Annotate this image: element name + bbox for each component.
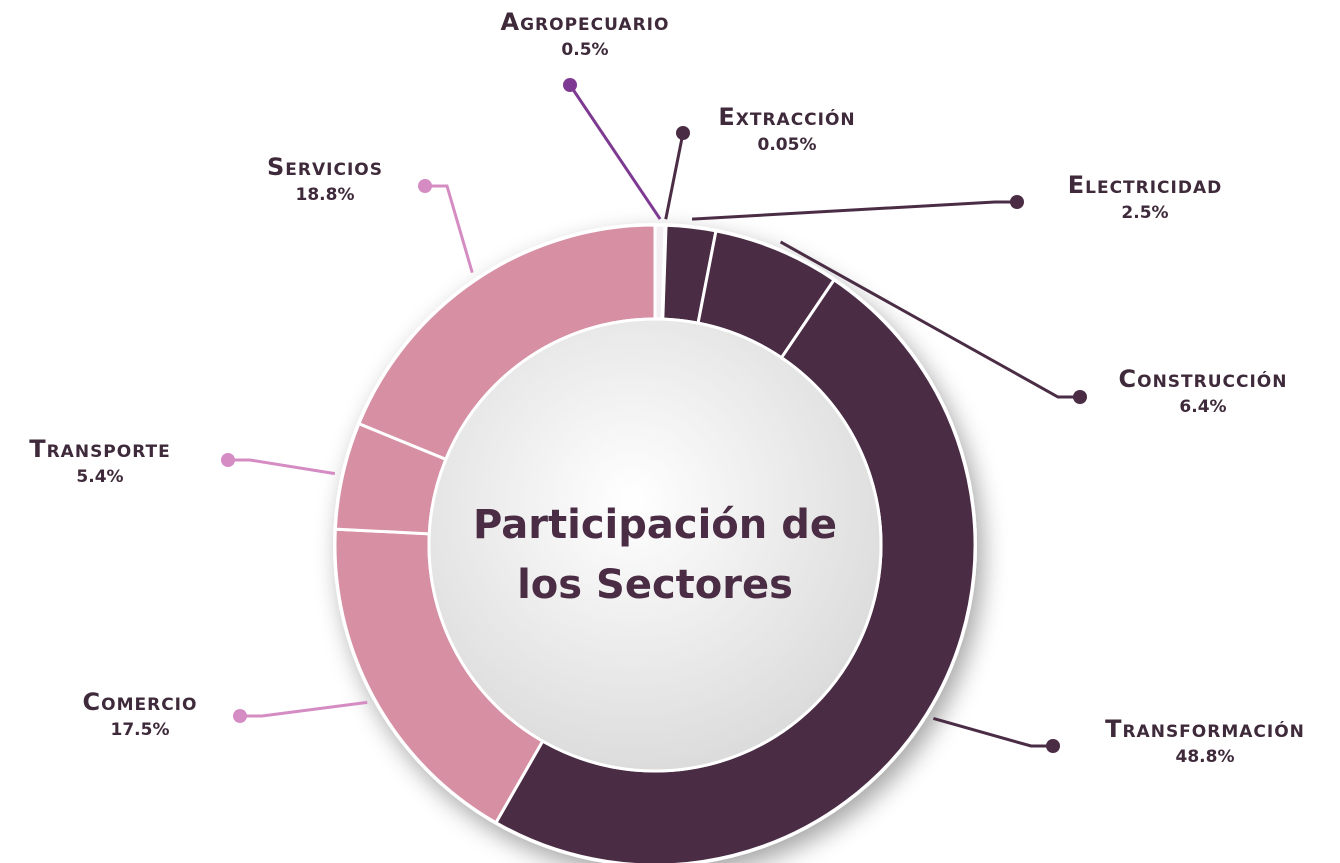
value-label: 2.5% xyxy=(1121,203,1168,223)
category-label: Transformación xyxy=(1105,715,1305,743)
leader-dot xyxy=(418,179,432,193)
value-label: 18.8% xyxy=(296,185,355,205)
leader-dot xyxy=(676,126,690,140)
category-label: Agropecuario xyxy=(501,8,670,36)
leader-line xyxy=(240,700,368,718)
leader-line xyxy=(568,84,662,220)
value-label: 0.05% xyxy=(758,135,817,155)
leader-line xyxy=(425,184,474,274)
value-label: 6.4% xyxy=(1179,397,1226,417)
leader-line xyxy=(779,240,1080,399)
category-label: Transporte xyxy=(29,435,171,463)
category-label: Electricidad xyxy=(1068,171,1223,199)
category-label: Servicios xyxy=(267,153,383,181)
leader-dot xyxy=(1073,390,1087,404)
leader-line xyxy=(228,458,336,476)
value-label: 0.5% xyxy=(561,40,608,60)
chart-title: Participación de los Sectores xyxy=(473,502,837,608)
leader-dot xyxy=(1010,195,1024,209)
value-label: 17.5% xyxy=(111,720,170,740)
leader-line xyxy=(691,200,1017,221)
donut-hole xyxy=(427,317,883,773)
category-label: Comercio xyxy=(83,688,198,716)
leader-dot xyxy=(221,453,235,467)
leader-dot xyxy=(563,78,577,92)
leader-dot xyxy=(1046,739,1060,753)
category-label: Construcción xyxy=(1119,365,1288,393)
leader-line xyxy=(664,132,685,220)
leader-line xyxy=(932,716,1053,748)
category-label: Extracción xyxy=(718,103,855,131)
leader-dot xyxy=(233,709,247,723)
value-label: 48.8% xyxy=(1176,747,1235,767)
value-label: 5.4% xyxy=(76,467,123,487)
